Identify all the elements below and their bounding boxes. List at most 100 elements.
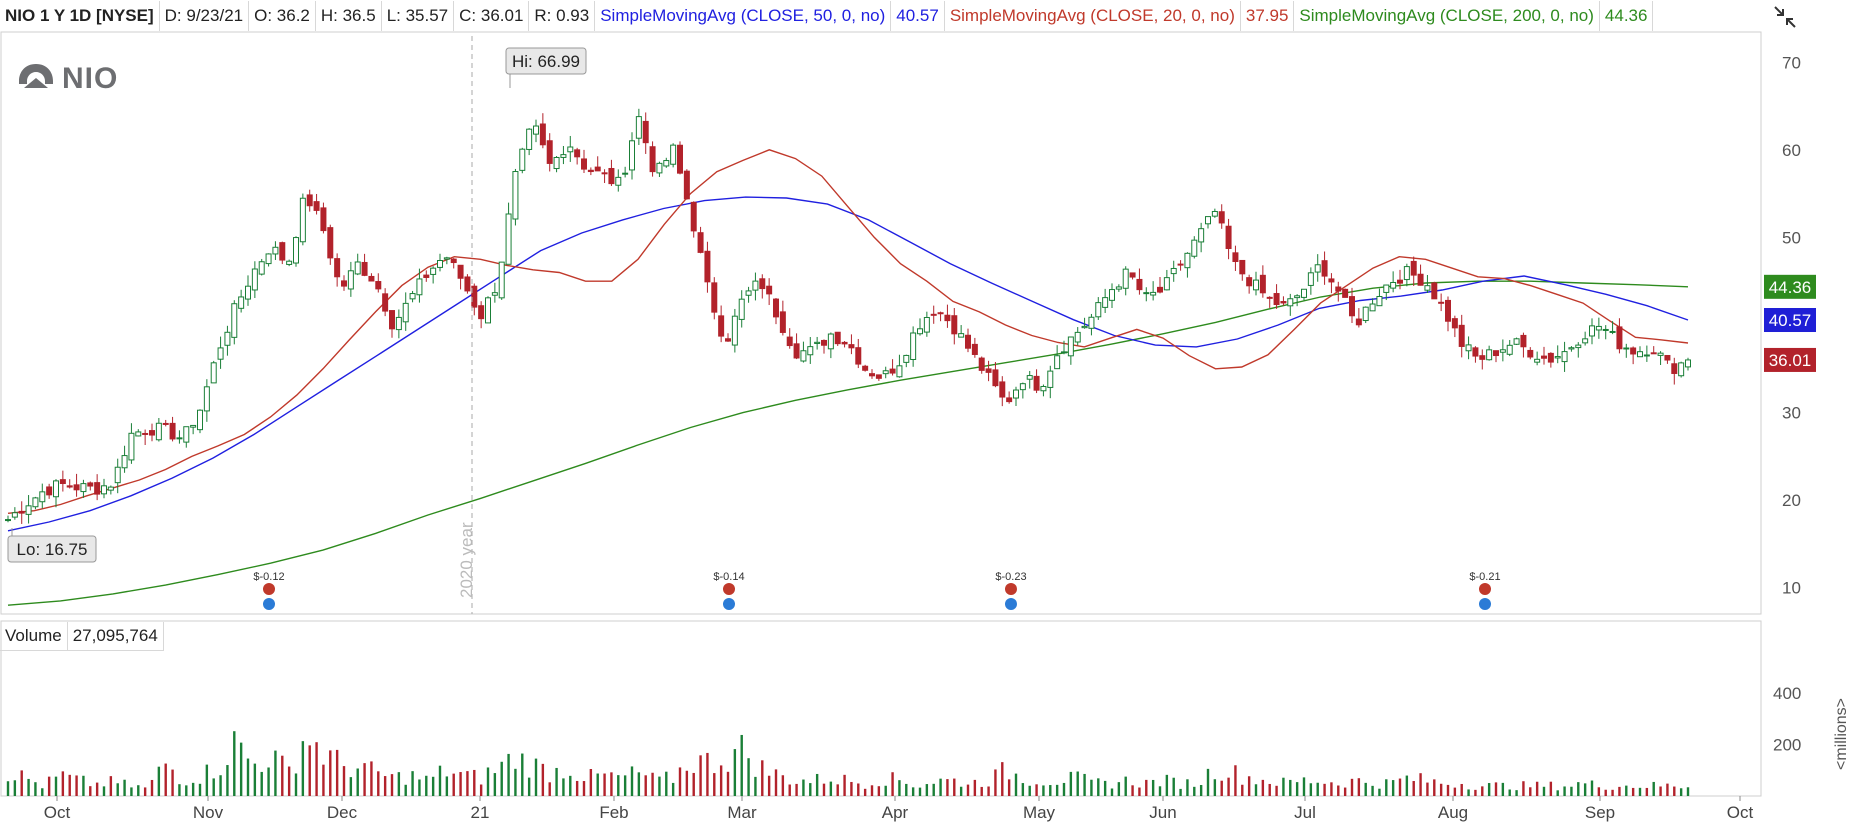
volume-bar [1686,787,1690,796]
volume-bar [143,787,147,796]
volume-bar [411,771,414,796]
logo-wordmark: NIO [62,62,119,95]
volume-bar [953,778,956,796]
volume-bar [185,785,188,796]
candles[interactable] [5,108,1691,524]
candle [203,379,210,422]
volume-bar [246,758,250,796]
candle [1403,263,1410,287]
candle [670,143,677,168]
sma200-value: 44.36 [1600,1,1654,31]
volume-bar [6,781,10,796]
volume-bar [651,772,654,796]
volume-bars[interactable] [6,731,1690,796]
candle [882,366,889,379]
svg-text:36.01: 36.01 [1769,351,1812,370]
candle [608,159,615,186]
volume-bar [1501,782,1505,796]
x-tick-label: May [1023,803,1056,822]
volume-bar [233,731,236,796]
volume-bar [719,765,723,796]
candle [704,241,711,293]
candle [341,275,347,291]
volume-label[interactable]: Volume [0,621,68,651]
volume-bar [507,753,510,796]
x-tick-label: Mar [727,803,757,822]
volume-bar [713,773,716,796]
symbol-label[interactable]: NIO 1 Y 1D [NYSE] [0,1,160,31]
volume-bar [1069,771,1073,796]
volume-bar [253,763,257,796]
candle [1616,318,1623,354]
candle [18,501,25,524]
volume-bar [308,745,311,796]
volume-bar [1364,782,1367,796]
candle [1102,288,1109,313]
sma20-label[interactable]: SimpleMovingAvg (CLOSE, 20, 0, no) [945,1,1241,31]
price-tick-label: 50 [1782,228,1801,247]
volume-bar [226,765,229,796]
candle [1246,274,1253,294]
candle [1685,357,1691,371]
candle [786,328,793,349]
candle [1013,386,1019,407]
candle [917,318,923,336]
candle [690,201,697,238]
volume-bar [459,772,462,796]
sma200-label[interactable]: SimpleMovingAvg (CLOSE, 200, 0, no) [1294,1,1600,31]
volume-bar [610,772,613,796]
candle [1184,252,1191,278]
candle [622,166,629,178]
candle [258,258,265,276]
candle [793,333,800,360]
volume-bar [1165,774,1169,796]
volume-bar [1213,779,1217,796]
candle [539,113,546,149]
volume-bar [1295,782,1299,796]
volume-bar [473,769,476,796]
candle [1006,391,1013,404]
volume-bar [1193,786,1196,796]
volume-bar [1131,785,1134,796]
candle [11,507,18,520]
volume-bar [781,775,785,796]
volume-bar [1522,781,1525,796]
volume-bar [1549,781,1553,796]
volume-bar [925,784,929,796]
candle [1609,321,1616,335]
volume-bar [1419,773,1422,796]
candle [1349,287,1355,323]
volume-bar [89,786,92,796]
volume-bar [479,784,483,796]
collapse-icon[interactable] [1772,4,1798,30]
sma50-label[interactable]: SimpleMovingAvg (CLOSE, 50, 0, no) [595,1,892,31]
volume-bar [425,775,428,796]
volume-bar [809,783,812,796]
volume-bar [767,775,771,796]
volume-bar [1583,783,1587,796]
volume-bar [1563,786,1566,796]
volume-bar [521,753,524,796]
volume-bar [1439,783,1443,796]
volume-bar [740,734,743,796]
candle [1129,272,1136,280]
volume-bar [644,775,647,796]
sma50-value: 40.57 [891,1,945,31]
candle [1630,346,1637,365]
candle [841,341,848,348]
candle [1623,343,1630,358]
candle [1506,340,1513,357]
candle [1678,361,1685,378]
candle [210,360,217,384]
candle [601,169,608,184]
volume-bar [1474,789,1477,796]
candle [800,341,807,363]
candle [107,485,114,495]
candle [1493,350,1499,363]
volume-bar [212,778,215,796]
volume-bar [349,777,353,796]
candle [745,286,752,303]
x-tick-label: Jun [1149,803,1176,822]
sma20-value: 37.95 [1241,1,1295,31]
